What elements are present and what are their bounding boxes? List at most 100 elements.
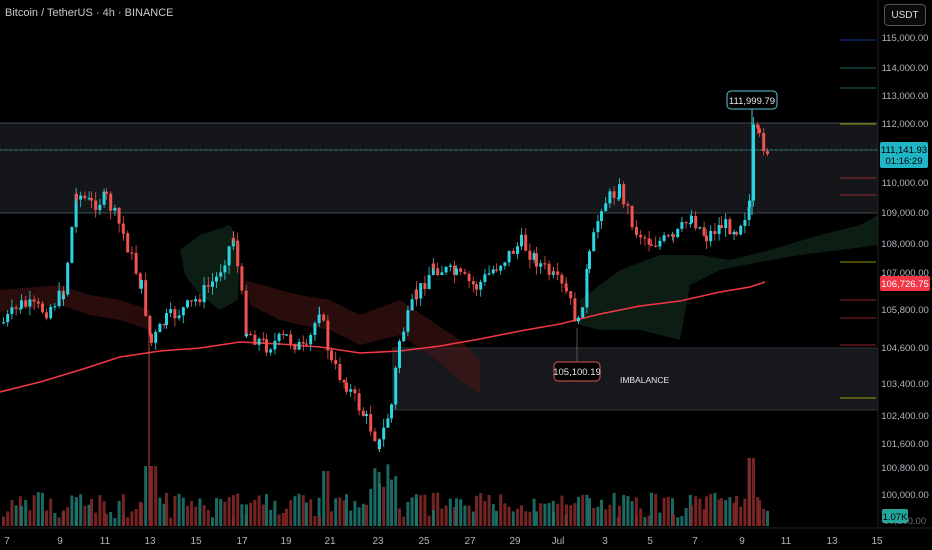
candle-body	[423, 283, 427, 290]
svg-text:1.07K: 1.07K	[883, 512, 908, 523]
candle-body	[556, 271, 560, 275]
volume-bar	[194, 506, 198, 526]
volume-bar	[150, 466, 153, 526]
candle-body	[495, 269, 498, 271]
time-tick: 3	[602, 536, 608, 547]
volume-bar	[694, 496, 698, 526]
candle-body	[618, 184, 621, 198]
candle-body	[236, 240, 240, 267]
volume-bar	[423, 494, 427, 526]
candle-body	[74, 194, 78, 228]
volume-bar	[41, 492, 44, 526]
candle-body	[249, 334, 253, 336]
candle-body	[45, 312, 48, 319]
volume-bar	[94, 512, 98, 526]
volume-bar	[654, 493, 658, 526]
volume-bar	[102, 501, 106, 526]
volume-bar	[53, 513, 57, 526]
time-tick: Jul	[552, 536, 565, 547]
volume-bar	[762, 508, 766, 526]
volume-bar	[398, 508, 401, 526]
candle-body	[732, 231, 736, 235]
candle-body	[165, 313, 168, 326]
volume-bar	[158, 497, 162, 526]
volume-bar	[467, 505, 471, 526]
volume-bar	[543, 503, 547, 526]
candle-body	[365, 414, 368, 416]
candle-body	[130, 252, 134, 254]
candle-body	[240, 266, 244, 291]
candle-body	[654, 245, 658, 247]
candle-body	[117, 207, 121, 224]
volume-bar	[144, 466, 148, 526]
volume-bar	[253, 499, 257, 526]
volume-bar	[36, 492, 40, 526]
volume-bar	[463, 505, 467, 526]
candle-body	[728, 219, 732, 235]
volume-bar	[87, 504, 91, 526]
candle-body	[305, 343, 308, 345]
price-axis[interactable]: 115,000.00 114,000.00 113,000.00 112,000.00…	[881, 33, 929, 501]
candle-body	[483, 274, 487, 282]
price-tick: 112,000.00	[882, 119, 929, 130]
candle-body	[198, 299, 202, 303]
volume-bar	[532, 498, 536, 526]
candle-body	[585, 269, 589, 308]
volume-bar	[459, 499, 463, 526]
candle-body	[2, 322, 5, 324]
candle-body	[479, 281, 483, 290]
volume-bar	[334, 498, 338, 526]
price-tick: 105,800.00	[881, 305, 929, 316]
volume-bar	[748, 458, 751, 526]
volume-bar	[57, 517, 61, 526]
volume-bar	[592, 507, 596, 526]
volume-bar	[273, 500, 277, 526]
candle-body	[694, 215, 698, 229]
volume-bar	[419, 495, 423, 526]
volume-bar	[349, 510, 353, 526]
volume-bar	[169, 517, 173, 526]
volume-bar	[415, 498, 418, 526]
time-axis[interactable]: 7 9 11 13 15 17 19 21 23 25 27 29 Jul 3 5 7 9 11 13 15	[4, 536, 883, 547]
volume-bar	[2, 516, 5, 526]
candle-body	[297, 341, 301, 350]
volume-bar	[732, 502, 736, 526]
volume-bar	[720, 498, 723, 526]
candle-body	[524, 234, 528, 251]
volume-bar	[305, 502, 308, 526]
candle-body	[560, 274, 564, 284]
time-tick: 7	[4, 536, 10, 547]
volume-bar	[410, 497, 414, 526]
candle-body	[158, 323, 162, 333]
volume-bar	[524, 511, 528, 526]
candle-body	[211, 281, 214, 287]
candle-body	[378, 439, 381, 449]
volume-bar	[647, 515, 651, 526]
volume-bar	[66, 507, 70, 526]
candle-body	[735, 231, 738, 235]
candle-body	[705, 235, 708, 242]
volume-bar	[520, 505, 523, 526]
candle-body	[630, 205, 634, 228]
candle-body	[650, 244, 653, 246]
volume-bar	[361, 503, 365, 526]
candle-body	[539, 263, 543, 267]
resistance-zone	[0, 123, 878, 213]
candle-body	[410, 299, 414, 311]
volume-bar	[322, 471, 326, 526]
volume-bar	[357, 507, 361, 526]
volume-bar	[369, 488, 373, 526]
candle-body	[666, 235, 670, 237]
time-tick: 13	[144, 536, 156, 547]
volume-bar	[622, 494, 626, 526]
volume-bar	[634, 497, 638, 526]
candle-body	[717, 225, 721, 235]
volume-bar	[70, 495, 74, 526]
volume-bar	[713, 492, 717, 526]
currency-button[interactable]: USDT	[884, 4, 926, 26]
time-tick: 23	[372, 536, 384, 547]
time-tick: 11	[781, 536, 792, 547]
volume-bar	[90, 499, 93, 526]
candle-body	[487, 273, 491, 275]
